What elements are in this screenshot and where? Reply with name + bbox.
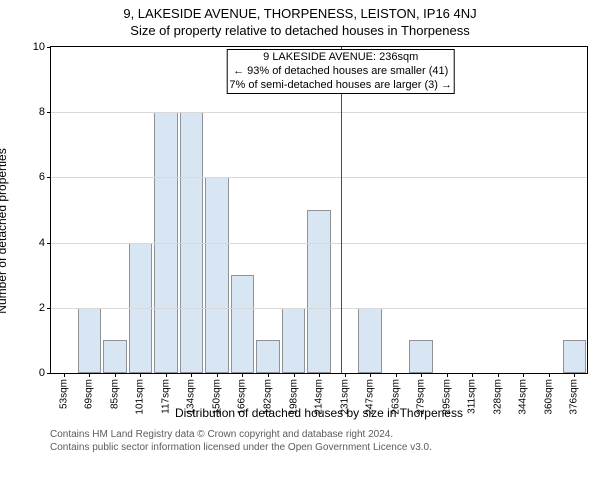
histogram-bar bbox=[231, 275, 254, 373]
bar-slot: 279sqm bbox=[408, 47, 434, 373]
bar-slot: 198sqm bbox=[281, 47, 307, 373]
x-tick-mark bbox=[447, 373, 448, 377]
annotation-line: ← 93% of detached houses are smaller (41… bbox=[229, 65, 452, 79]
annotation-line: 7% of semi-detached houses are larger (3… bbox=[229, 79, 452, 93]
x-tick-mark bbox=[472, 373, 473, 377]
histogram-bar bbox=[205, 177, 228, 373]
y-tick-mark bbox=[47, 373, 51, 374]
plot-area: 53sqm69sqm85sqm101sqm117sqm134sqm150sqm1… bbox=[50, 46, 588, 374]
credits: Contains HM Land Registry data © Crown c… bbox=[0, 422, 600, 454]
x-tick-mark bbox=[319, 373, 320, 377]
x-tick-mark bbox=[242, 373, 243, 377]
x-tick-mark bbox=[345, 373, 346, 377]
bar-slot: 344sqm bbox=[511, 47, 537, 373]
bar-slot: 53sqm bbox=[51, 47, 77, 373]
credits-line-2: Contains public sector information licen… bbox=[50, 441, 600, 454]
x-tick-mark bbox=[421, 373, 422, 377]
x-tick-mark bbox=[294, 373, 295, 377]
reference-line bbox=[341, 47, 342, 373]
x-tick-mark bbox=[574, 373, 575, 377]
x-tick-mark bbox=[549, 373, 550, 377]
y-tick-mark bbox=[47, 112, 51, 113]
x-tick-mark bbox=[115, 373, 116, 377]
gridline bbox=[51, 243, 587, 244]
y-tick-mark bbox=[47, 47, 51, 48]
histogram-bar bbox=[282, 308, 305, 373]
bar-slot: 214sqm bbox=[306, 47, 332, 373]
histogram-bar bbox=[358, 308, 381, 373]
bar-slot: 263sqm bbox=[383, 47, 409, 373]
credits-line-1: Contains HM Land Registry data © Crown c… bbox=[50, 428, 600, 441]
gridline bbox=[51, 112, 587, 113]
bars-layer: 53sqm69sqm85sqm101sqm117sqm134sqm150sqm1… bbox=[51, 47, 587, 373]
bar-slot: 117sqm bbox=[153, 47, 179, 373]
bar-slot: 101sqm bbox=[128, 47, 154, 373]
bar-slot: 247sqm bbox=[357, 47, 383, 373]
bar-slot: 231sqm bbox=[332, 47, 358, 373]
x-tick-label: 85sqm bbox=[109, 379, 120, 409]
annotation-line: 9 LAKESIDE AVENUE: 236sqm bbox=[229, 51, 452, 65]
x-tick-mark bbox=[140, 373, 141, 377]
bar-slot: 311sqm bbox=[460, 47, 486, 373]
bar-slot: 295sqm bbox=[434, 47, 460, 373]
chart-subtitle: Size of property relative to detached ho… bbox=[0, 23, 600, 38]
y-tick-mark bbox=[47, 243, 51, 244]
gridline bbox=[51, 308, 587, 309]
histogram-bar bbox=[256, 340, 279, 373]
bar-slot: 328sqm bbox=[485, 47, 511, 373]
histogram-bar bbox=[409, 340, 432, 373]
x-tick-mark bbox=[370, 373, 371, 377]
x-tick-mark bbox=[396, 373, 397, 377]
chart-container: Number of detached properties 53sqm69sqm… bbox=[0, 40, 600, 422]
x-tick-mark bbox=[89, 373, 90, 377]
x-tick-label: 69sqm bbox=[84, 379, 95, 409]
bar-slot: 166sqm bbox=[230, 47, 256, 373]
x-tick-mark bbox=[268, 373, 269, 377]
x-tick-mark bbox=[64, 373, 65, 377]
x-tick-mark bbox=[191, 373, 192, 377]
x-tick-mark bbox=[217, 373, 218, 377]
x-tick-label: 53sqm bbox=[58, 379, 69, 409]
x-tick-mark bbox=[498, 373, 499, 377]
x-tick-mark bbox=[166, 373, 167, 377]
bar-slot: 182sqm bbox=[255, 47, 281, 373]
y-tick-mark bbox=[47, 177, 51, 178]
x-axis-label: Distribution of detached houses by size … bbox=[50, 406, 588, 420]
page-title: 9, LAKESIDE AVENUE, THORPENESS, LEISTON,… bbox=[0, 6, 600, 21]
bar-slot: 85sqm bbox=[102, 47, 128, 373]
histogram-bar bbox=[78, 308, 101, 373]
gridline bbox=[51, 177, 587, 178]
x-tick-mark bbox=[523, 373, 524, 377]
bar-slot: 134sqm bbox=[179, 47, 205, 373]
y-tick-mark bbox=[47, 308, 51, 309]
y-axis-label: Number of detached properties bbox=[0, 148, 9, 313]
bar-slot: 150sqm bbox=[204, 47, 230, 373]
bar-slot: 69sqm bbox=[77, 47, 103, 373]
bar-slot: 376sqm bbox=[562, 47, 588, 373]
annotation-box: 9 LAKESIDE AVENUE: 236sqm← 93% of detach… bbox=[226, 49, 455, 94]
histogram-bar bbox=[563, 340, 586, 373]
histogram-bar bbox=[103, 340, 126, 373]
histogram-bar bbox=[307, 210, 330, 373]
bar-slot: 360sqm bbox=[536, 47, 562, 373]
